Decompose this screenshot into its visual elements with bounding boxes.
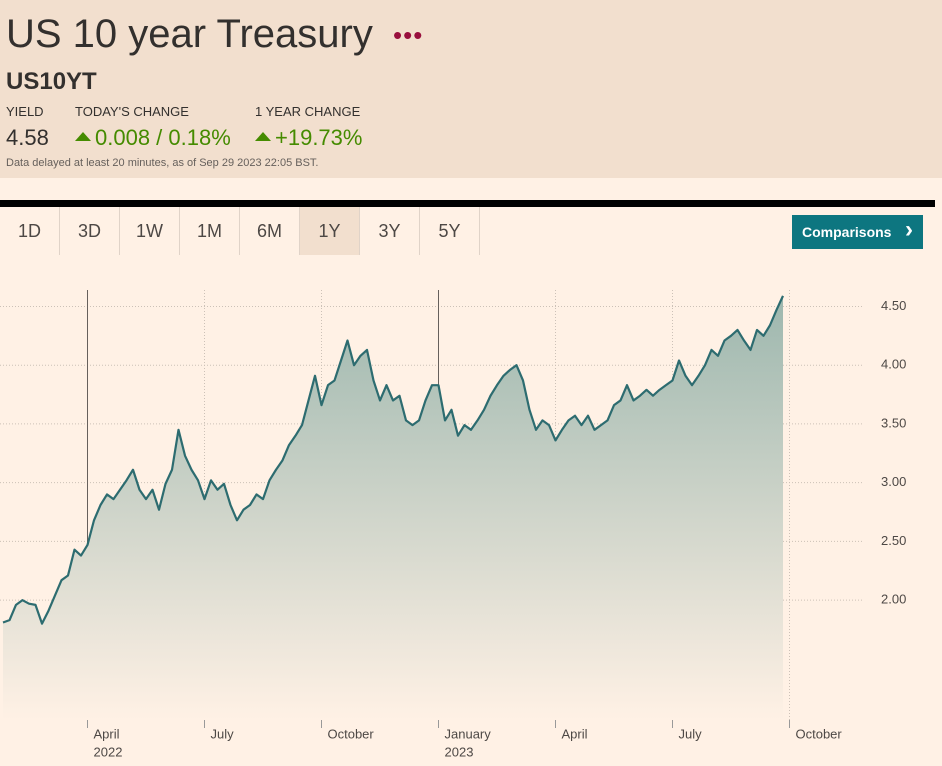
comparisons-button[interactable]: Comparisons: [792, 215, 923, 249]
title: US 10 year Treasury: [6, 12, 373, 56]
range-tab[interactable]: 3Y: [360, 207, 420, 255]
line: [2, 295, 784, 625]
x-tick-sublabel: 2023: [445, 744, 474, 759]
stat-value: +19.73%: [255, 125, 362, 151]
stat: TODAY'S CHANGE 0.008 / 0.18%: [75, 104, 231, 151]
x-tick-label: April: [94, 726, 120, 741]
area: [3, 295, 783, 720]
tabs: 1D 3D 1W 1M 6M 1Y 3Y 5Y: [0, 207, 480, 255]
range-tab[interactable]: 1D: [0, 207, 60, 255]
x-tick-label: October: [328, 726, 375, 741]
stat-value: 0.008 / 0.18%: [75, 125, 231, 151]
x-tick-sublabel: 2022: [94, 744, 123, 759]
stat-label: 1 YEAR CHANGE: [255, 104, 361, 119]
symbol: US10YT: [6, 68, 97, 95]
range-tab[interactable]: 1W: [120, 207, 180, 255]
x-tick-label: January: [445, 726, 492, 741]
header: US 10 year Treasury ••• US10YT YIELD 4.58…: [0, 0, 942, 178]
y-tick-label: 4.00: [881, 357, 906, 372]
stat-value: 4.58: [6, 125, 49, 150]
y-tick-label: 3.00: [881, 474, 906, 489]
y-tick-label: 3.50: [881, 415, 906, 430]
y-tick-label: 2.00: [881, 592, 906, 607]
x-tick-label: July: [679, 726, 703, 741]
range-tab[interactable]: 1Y: [300, 207, 360, 255]
divider: [0, 200, 935, 207]
chart: 2.00 2.50 3.00 3.50 4.00 4.50 April 2022 July Oct…: [0, 290, 906, 759]
menu-dots[interactable]: •••: [393, 20, 424, 50]
note: Data delayed at least 20 minutes, as of …: [6, 157, 319, 169]
y-tick-label: 4.50: [881, 298, 906, 313]
y-tick-label: 2.50: [881, 533, 906, 548]
x-tick-label: April: [562, 726, 588, 741]
stat: 1 YEAR CHANGE +19.73%: [255, 104, 362, 151]
range-tab[interactable]: 6M: [240, 207, 300, 255]
range-tab[interactable]: 5Y: [420, 207, 480, 255]
stat-label: YIELD: [6, 104, 44, 119]
stat-label: TODAY'S CHANGE: [75, 104, 189, 119]
range-tab[interactable]: 1M: [180, 207, 240, 255]
stat: YIELD 4.58: [6, 104, 49, 151]
x-tick-label: October: [796, 726, 843, 741]
x-tick-label: July: [211, 726, 235, 741]
range-tab[interactable]: 3D: [60, 207, 120, 255]
